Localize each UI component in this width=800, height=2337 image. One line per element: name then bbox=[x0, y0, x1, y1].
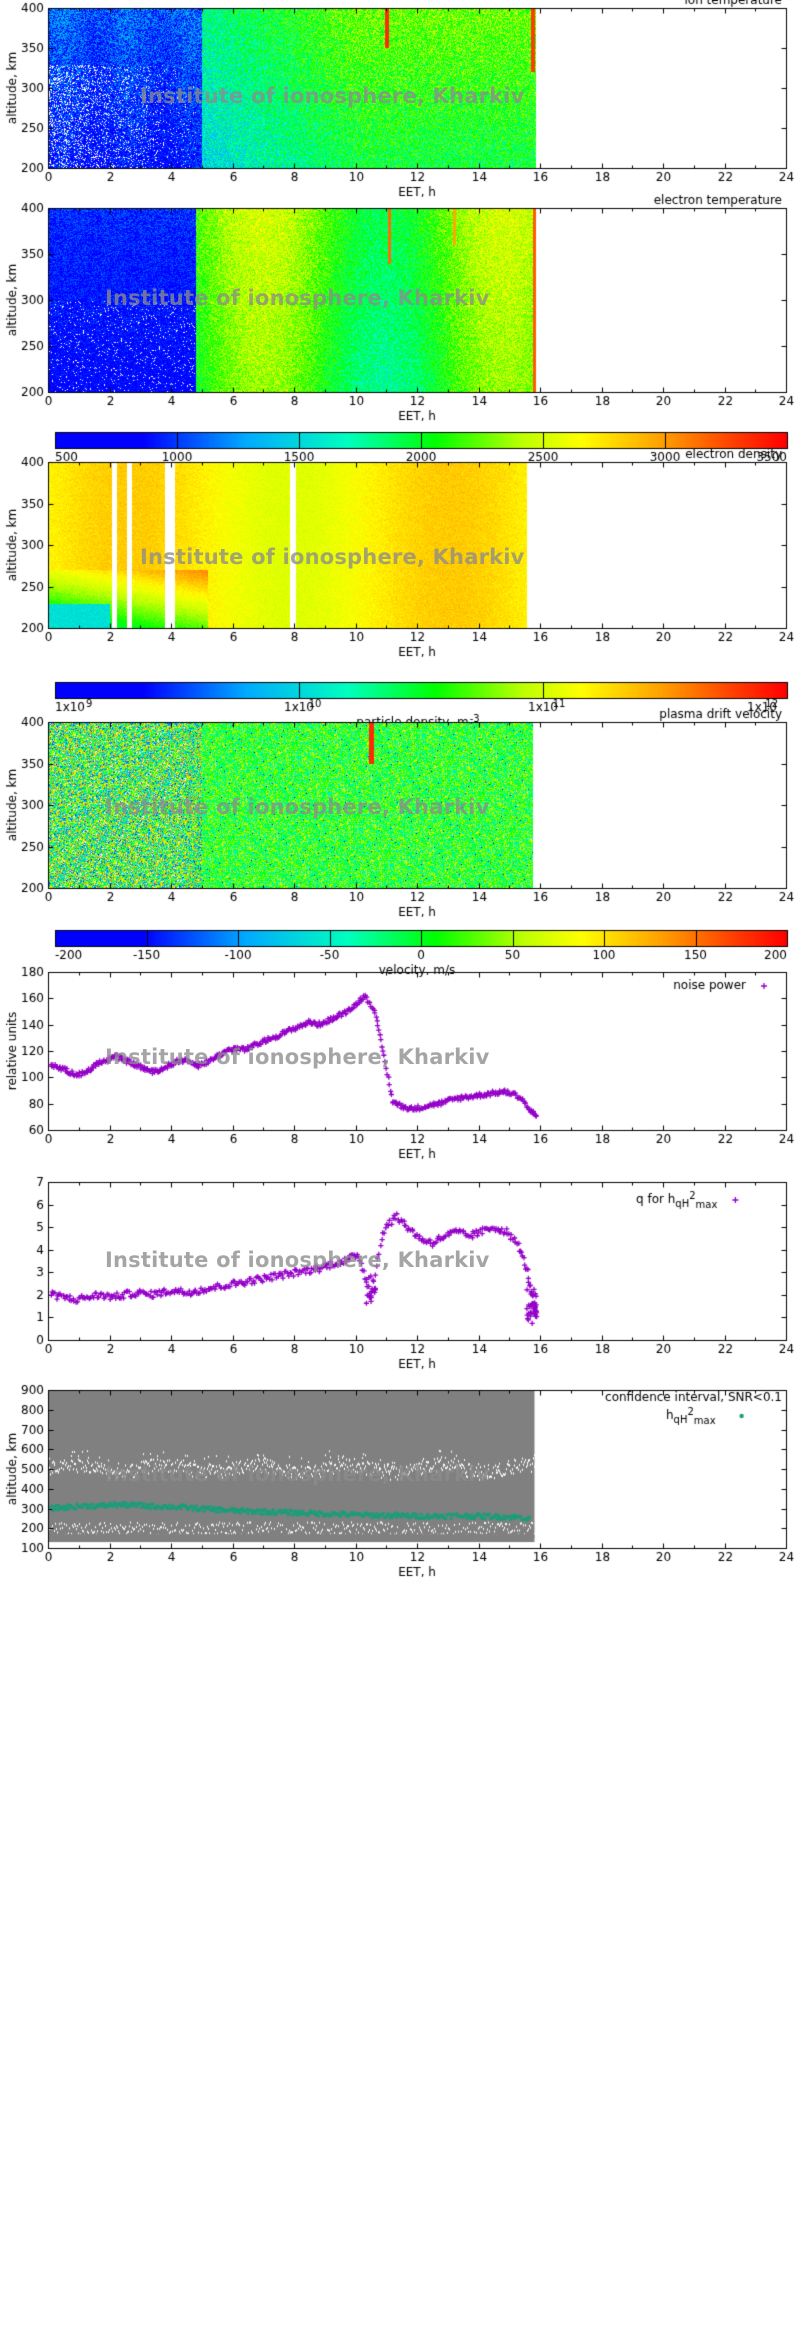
figure-root bbox=[0, 0, 800, 2337]
figure-canvas bbox=[0, 0, 800, 2337]
